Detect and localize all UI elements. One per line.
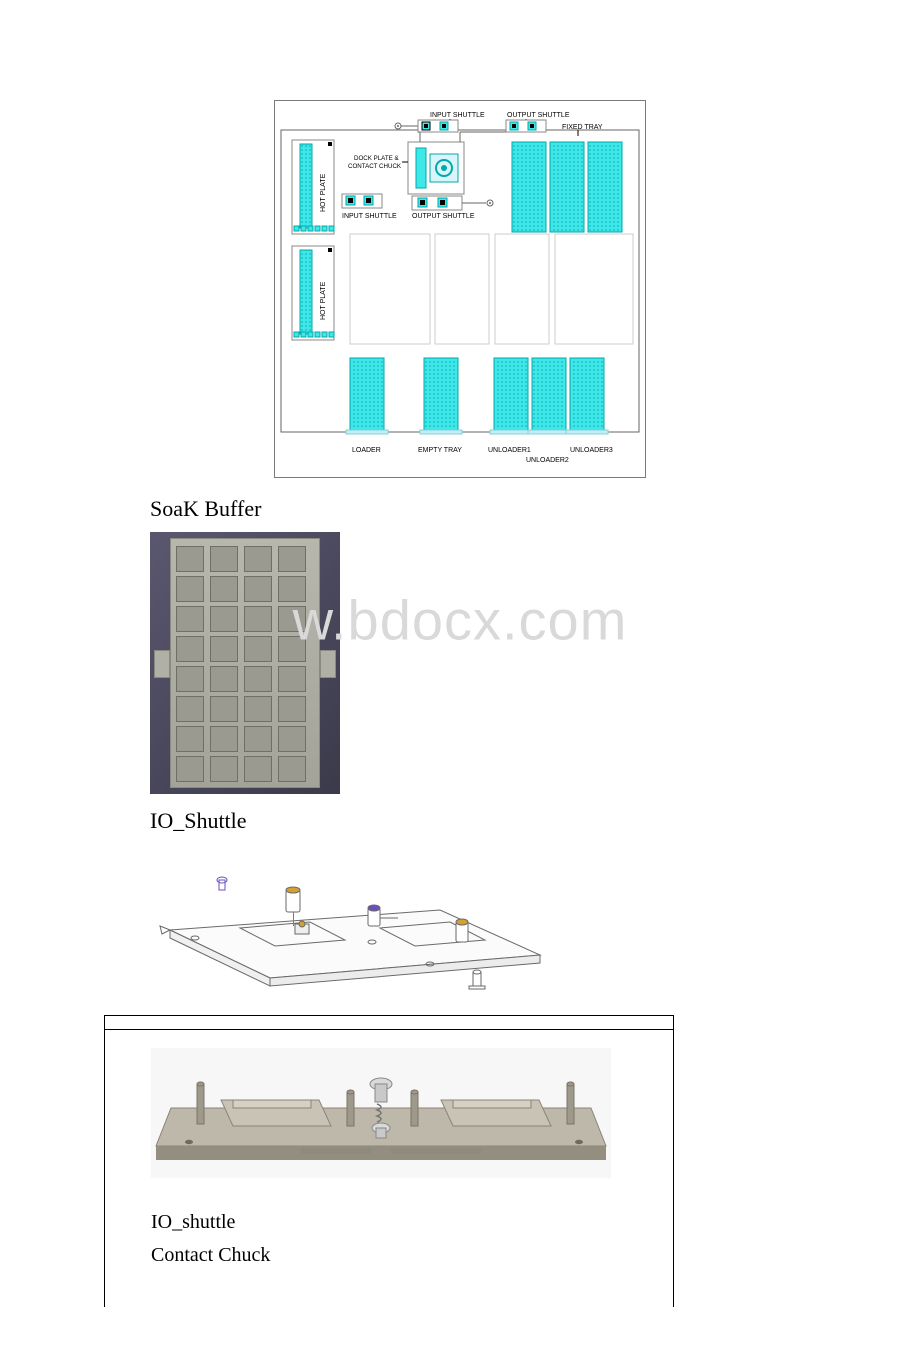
buffer-cell bbox=[176, 606, 204, 632]
buffer-cell bbox=[176, 546, 204, 572]
buffer-cell bbox=[176, 636, 204, 662]
buffer-cell bbox=[244, 606, 272, 632]
label-contact-chuck-lower: Contact Chuck bbox=[151, 1244, 627, 1267]
label-unloader3: UNLOADER3 bbox=[570, 447, 613, 454]
buffer-cell bbox=[244, 726, 272, 752]
io-shuttle-cad bbox=[150, 850, 550, 1000]
buffer-cell bbox=[176, 726, 204, 752]
label-unloader1: UNLOADER1 bbox=[488, 447, 531, 454]
label-dock-plate: DOCK PLATE & bbox=[354, 155, 399, 162]
buffer-cell bbox=[244, 546, 272, 572]
label-loader: LOADER bbox=[352, 447, 381, 454]
buffer-cell bbox=[210, 546, 238, 572]
buffer-cell bbox=[244, 576, 272, 602]
buffer-cell bbox=[210, 666, 238, 692]
label-input-shuttle-low: INPUT SHUTTLE bbox=[342, 213, 397, 220]
buffer-cell bbox=[278, 636, 306, 662]
buffer-cell bbox=[210, 726, 238, 752]
buffer-cell bbox=[278, 756, 306, 782]
label-output-shuttle-low: OUTPUT SHUTTLE bbox=[412, 213, 475, 220]
buffer-cell bbox=[244, 756, 272, 782]
buffer-cell bbox=[278, 726, 306, 752]
schematic-svg: INPUT SHUTTLE OUTPUT SHUTTLE FIXED TRAY bbox=[280, 104, 640, 474]
label-unloader2: UNLOADER2 bbox=[526, 457, 569, 464]
watermark: w.bdocx.com bbox=[293, 588, 628, 653]
buffer-cell bbox=[210, 756, 238, 782]
io-shuttle-photo bbox=[151, 1048, 611, 1178]
label-fixed-tray: FIXED TRAY bbox=[562, 124, 603, 131]
label-io-shuttle-lower: IO_shuttle bbox=[151, 1211, 627, 1234]
schematic-diagram: INPUT SHUTTLE OUTPUT SHUTTLE FIXED TRAY bbox=[274, 100, 646, 478]
label-input-shuttle-top: INPUT SHUTTLE bbox=[430, 112, 485, 119]
buffer-cell bbox=[244, 666, 272, 692]
buffer-cell bbox=[278, 576, 306, 602]
label-empty-tray: EMPTY TRAY bbox=[418, 447, 462, 454]
buffer-cell bbox=[176, 696, 204, 722]
buffer-cell bbox=[278, 606, 306, 632]
fixed-trays bbox=[512, 142, 622, 232]
buffer-cell bbox=[278, 546, 306, 572]
label-hot-plate-1: HOT PLATE bbox=[320, 173, 327, 212]
label-output-shuttle-top: OUTPUT SHUTTLE bbox=[507, 112, 570, 119]
bottom-bordered-box: IO_shuttle Contact Chuck bbox=[104, 1015, 674, 1307]
bottom-trays bbox=[350, 358, 604, 430]
heading-io-shuttle: IO_Shuttle bbox=[150, 808, 770, 834]
buffer-cell bbox=[176, 756, 204, 782]
soak-buffer-photo bbox=[150, 532, 340, 794]
buffer-cell bbox=[244, 696, 272, 722]
hot-plate-2: HOT PLATE bbox=[292, 246, 334, 340]
buffer-cell bbox=[176, 666, 204, 692]
buffer-cell bbox=[210, 636, 238, 662]
buffer-cell bbox=[210, 576, 238, 602]
label-contact-chuck: CONTACT CHUCK bbox=[348, 163, 402, 170]
buffer-cell bbox=[176, 576, 204, 602]
buffer-cell bbox=[278, 666, 306, 692]
buffer-cell bbox=[278, 696, 306, 722]
buffer-cell bbox=[210, 606, 238, 632]
buffer-cell bbox=[210, 696, 238, 722]
label-hot-plate-2: HOT PLATE bbox=[320, 281, 327, 320]
heading-soak-buffer: SoaK Buffer bbox=[150, 496, 770, 522]
hot-plate-1: HOT PLATE bbox=[292, 140, 334, 234]
buffer-cell bbox=[244, 636, 272, 662]
